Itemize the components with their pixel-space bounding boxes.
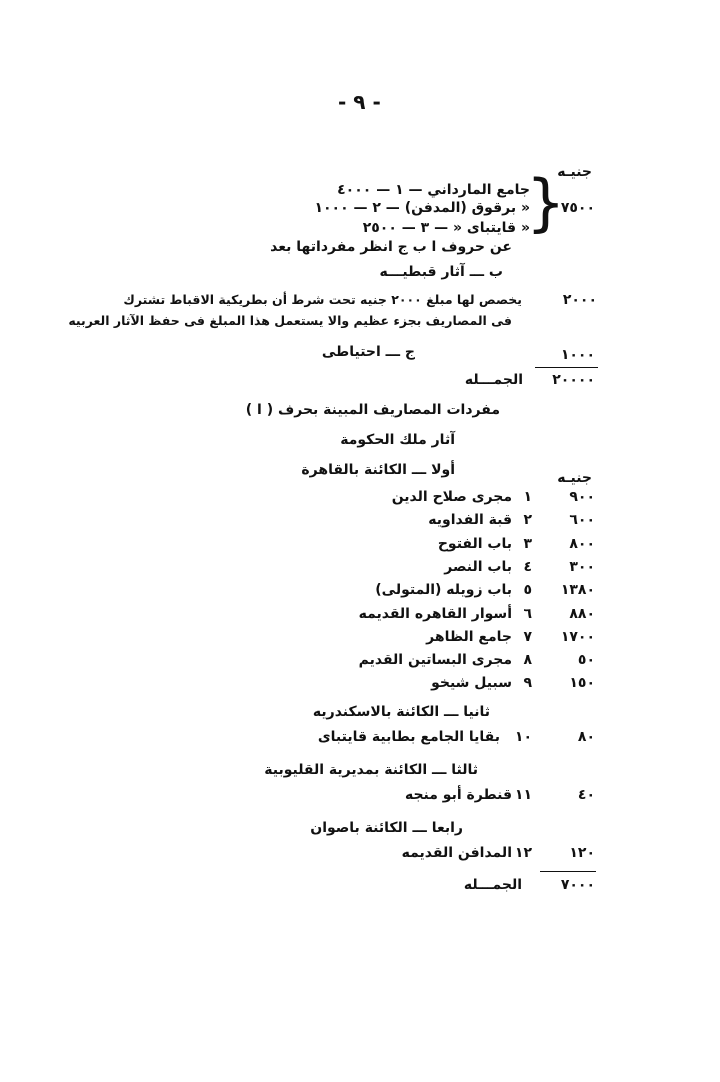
rule [535,367,598,368]
section-b-amount: ٢٠٠٠ [562,292,597,308]
section-c-amount: ١٠٠٠ [560,347,595,363]
page-number: - ٩ - [338,90,381,114]
bracket-total: ٧٥٠٠ [560,200,595,216]
bracket-item-amount: ١٠٠٠ [314,200,349,216]
note-letters: عن حروف ا ب ج انظر مفرداتها بعد [270,239,512,255]
item-amount: ١٥٠ [569,675,595,692]
group-heading: ثانيا ـــ الكائنة بالاسكندريه [312,703,490,720]
item-amount: ٦٠٠ [569,512,595,529]
bracket-item-name: جامع المارداني [427,182,530,198]
group-heading: أولا ـــ الكائنة بالقاهرة [301,462,455,478]
item-number: ١١ [514,787,532,803]
bracket-item: جامع المارداني — ١ — ٤٠٠٠ [337,182,530,198]
item-number: ٨ [523,652,532,669]
item-number: ٣ [523,535,532,552]
group-heading: رابعا ـــ الكائنة باصوان [310,820,463,837]
item-amount: ٩٠٠ [569,489,595,505]
section-b-line2: فى المصاريف بجزء عظيم والا يستعمل هذا ال… [68,313,512,328]
item-amount: ١٢٠ [569,845,595,862]
bracket-item-amount: ٤٠٠٠ [337,182,372,198]
item-name: مجرى صلاح الدين [391,489,512,505]
item-number: ٤ [523,558,532,575]
details-total-label: الجمـــله [463,877,522,893]
item-amount: ٨٨٠ [569,605,595,622]
currency-header: جنيـه [557,164,592,180]
item-amount: ٨٠٠ [569,535,595,552]
section-b-line1: يخصص لها مبلغ ٢٠٠٠ جنيه تحت شرط أن بطريك… [123,292,522,307]
item-name: باب زويله (المتولى) [375,582,512,599]
details-currency-header: جنيـه [557,470,592,486]
bracket-item-num: ١ [395,182,404,198]
item-name: أسوار القاهره القديمه [358,605,512,622]
details-subtitle: آثار ملك الحكومة [340,432,455,448]
item-amount: ١٣٨٠ [560,582,595,599]
item-amount: ٤٠ [577,787,595,803]
item-amount: ٣٠٠ [569,558,595,575]
bracket-item-name: « قايتباى « [452,220,530,236]
item-name: باب النصر [444,558,512,575]
total-amount: ٢٠٠٠٠ [552,372,595,388]
item-name: المدافن القديمه [401,845,512,862]
item-number: ١ [523,489,532,505]
item-amount: ٨٠ [577,728,595,745]
details-total-amount: ٧٠٠٠ [560,877,595,893]
details-title: مفردات المصاريف المبينة بحرف ( ا ) [245,402,500,418]
item-name: باب الفتوح [437,535,512,552]
bracket-item: « برقوق (المدفن) — ٢ — ١٠٠٠ [314,200,530,216]
item-name: بقايا الجامع بطابية قايتباى [317,728,500,745]
item-name: قبة الفداويه [428,512,512,529]
item-name: سبيل شيخو [431,675,512,692]
bracket-item-amount: ٢٥٠٠ [362,220,397,236]
item-name: جامع الظاهر [426,628,512,645]
item-amount: ٥٠ [577,652,595,669]
group-heading: ثالثا ـــ الكائنة بمديرية القليوبية [264,762,478,778]
item-number: ١٠ [514,728,532,745]
bracket-item-name: « برقوق (المدفن) [404,200,530,216]
bracket-item: « قايتباى « — ٣ — ٢٥٠٠ [362,220,530,236]
item-name: مجرى البساتين القديم [358,652,512,669]
bracket-item-num: ٣ [420,220,430,236]
section-c-heading: ج ـــ احتياطى [321,344,415,360]
item-amount: ١٧٠٠ [560,628,595,645]
item-number: ٦ [523,605,532,622]
item-number: ٩ [523,675,532,692]
brace: } [526,166,566,239]
bracket-item-num: ٢ [372,200,381,216]
rule [540,871,596,872]
total-label: الجمـــله [464,372,523,388]
item-name: قنطرة أبو منجه [404,787,512,803]
item-number: ٢ [523,512,532,529]
item-number: ٥ [523,582,532,599]
item-number: ٧ [523,628,532,645]
section-b-heading: ب ـــ آثار قبطيـــه [379,264,504,280]
item-number: ١٢ [514,845,532,862]
